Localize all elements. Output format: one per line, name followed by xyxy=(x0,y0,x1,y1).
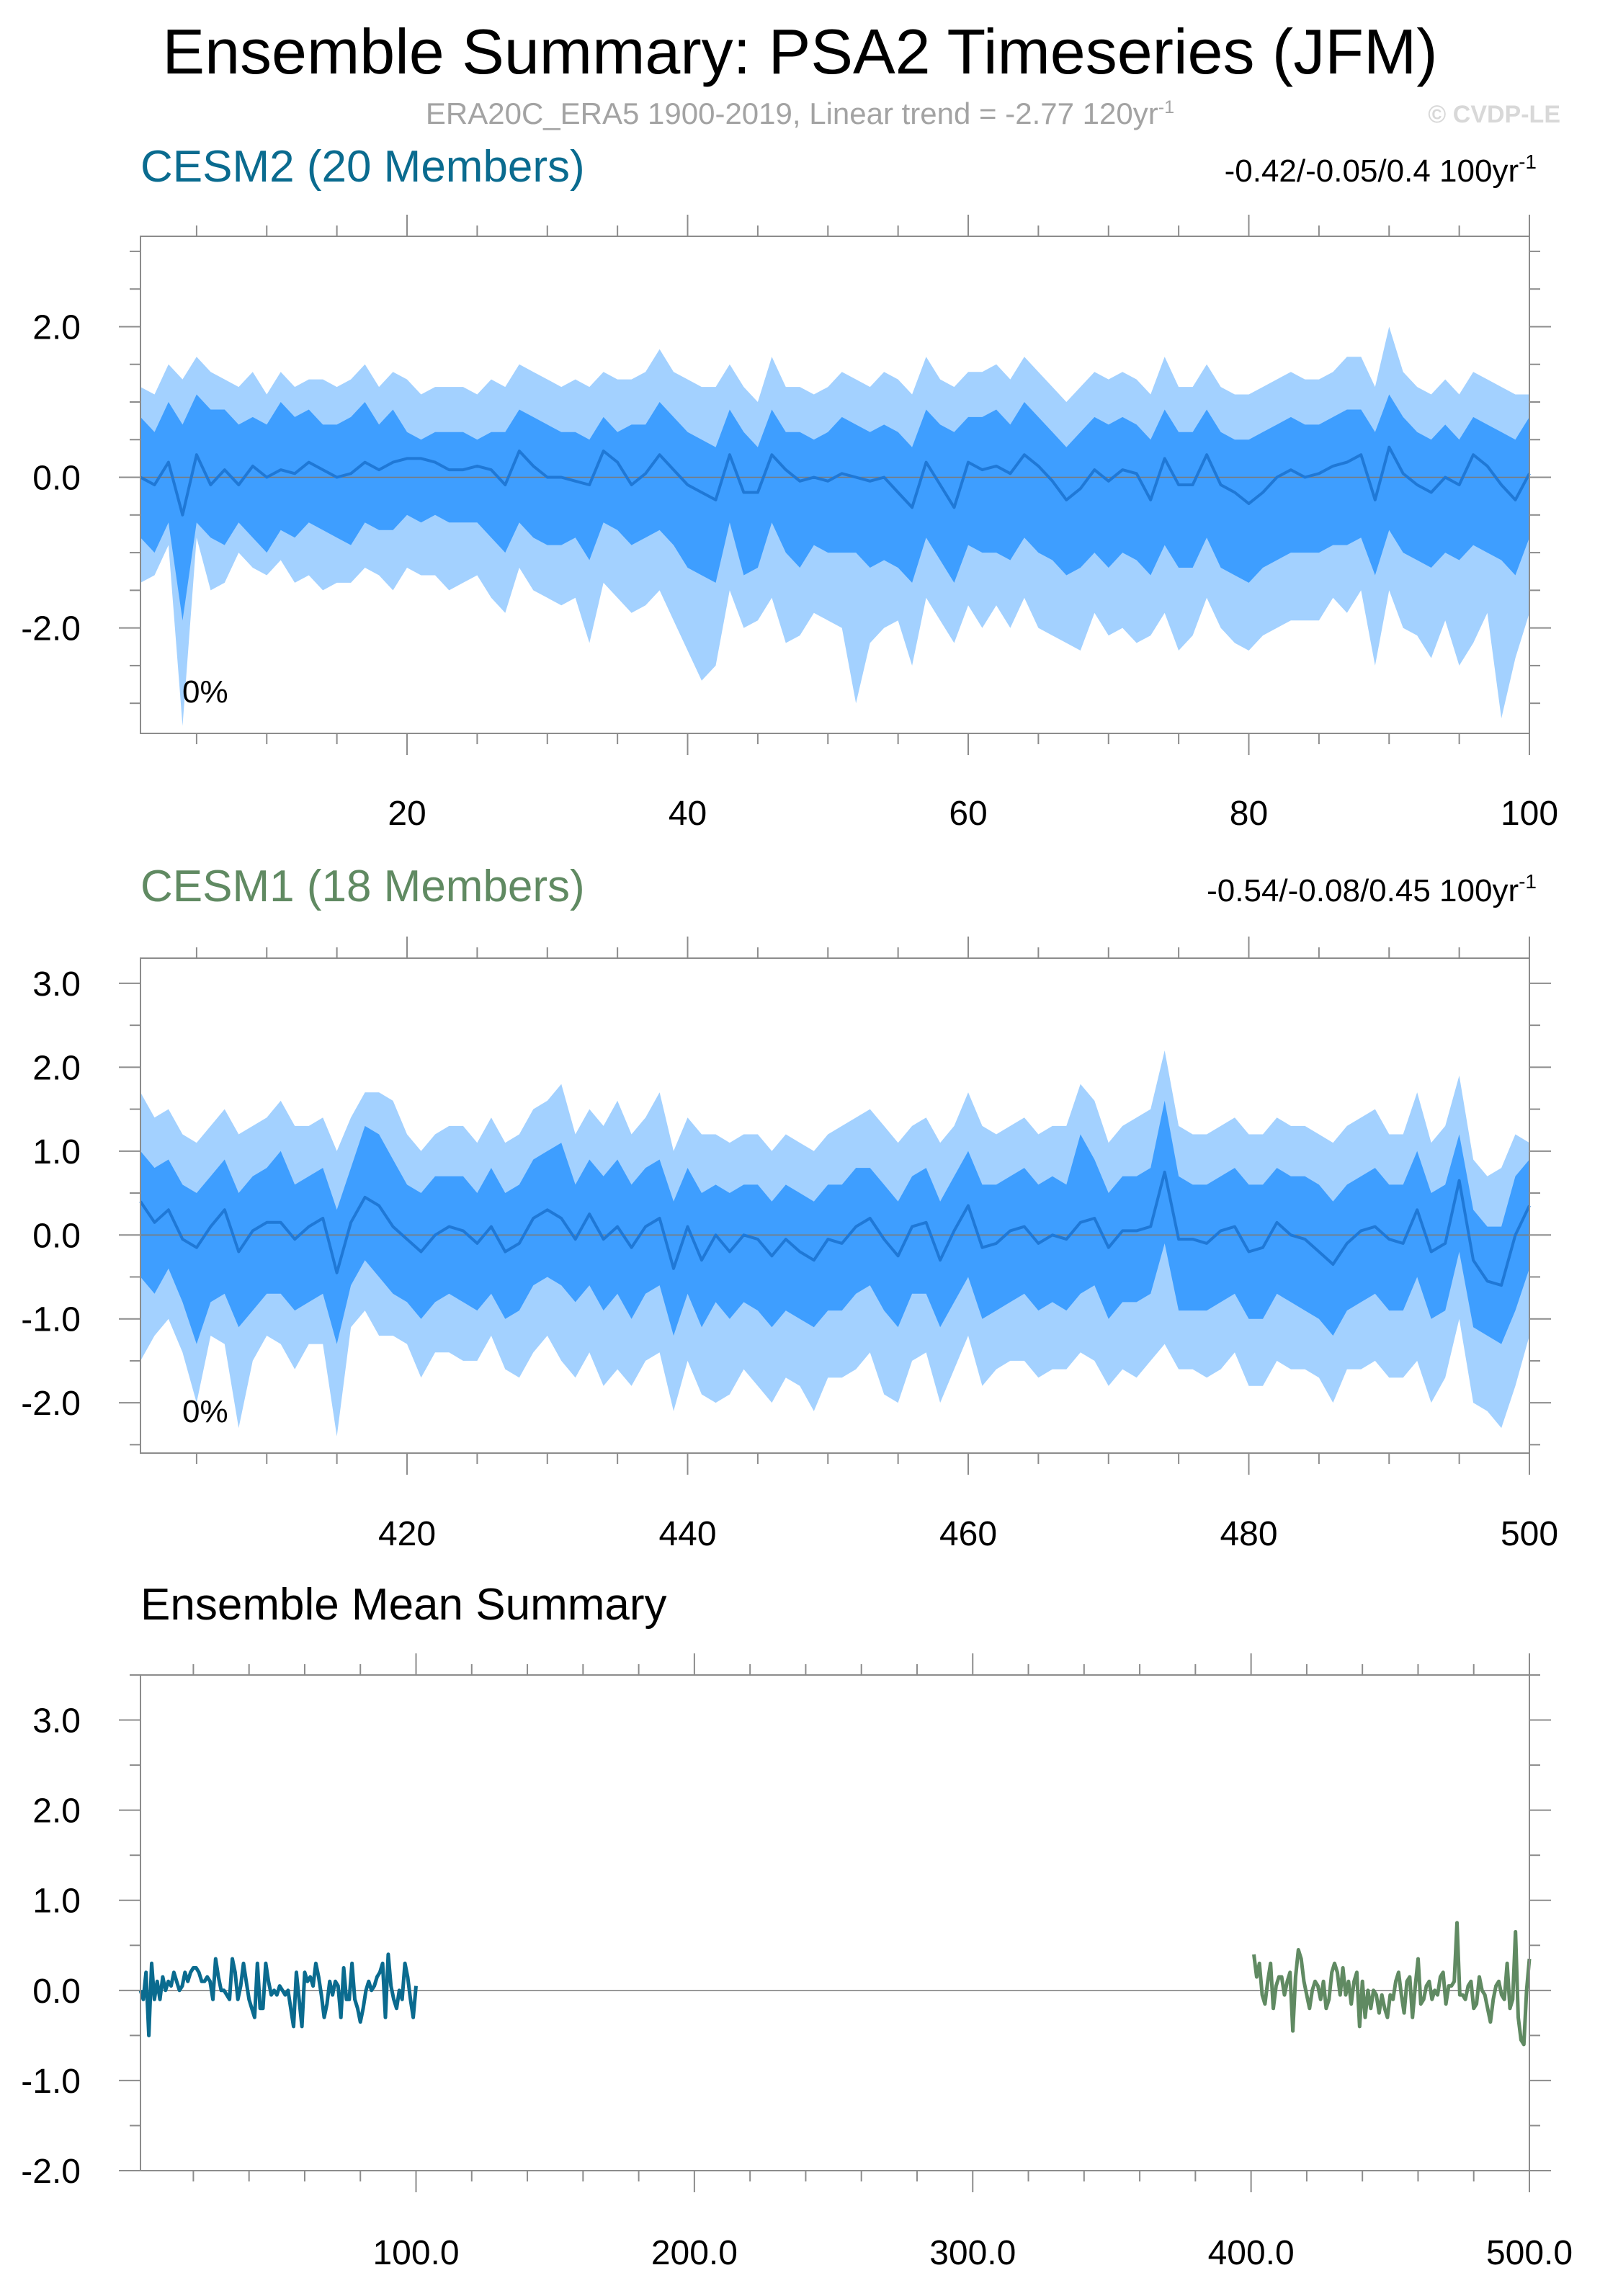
y-tick-label: 2.0 xyxy=(32,308,81,347)
subtitle-superscript: -1 xyxy=(1158,97,1175,117)
chart-panel-2: CESM1 (18 Members) -0.54/-0.08/0.45 100yr… xyxy=(21,862,1558,1553)
percent-label: 0% xyxy=(182,1394,228,1429)
y-tick-label: -2.0 xyxy=(21,1385,81,1423)
trend-text: -0.42/-0.05/0.4 100yr xyxy=(1225,153,1519,189)
series-line-1 xyxy=(138,1952,418,2037)
y-tick-label: 0.0 xyxy=(32,1217,81,1255)
x-tick-label: 20 xyxy=(388,795,426,833)
plot-frame xyxy=(140,1674,1530,2171)
ensemble-mean-line xyxy=(139,1170,1531,1287)
x-tick-label: 440 xyxy=(658,1515,716,1553)
trend-label: -0.54/-0.08/0.45 100yr-1 xyxy=(1207,870,1537,908)
chart-panel-1: CESM2 (20 Members) -0.42/-0.05/0.4 100yr-… xyxy=(21,142,1558,833)
inner-range-band xyxy=(140,394,1529,621)
x-tick-label: 500 xyxy=(1501,1515,1558,1553)
chart-panel-3: Ensemble Mean Summary 100.0 200.0 300.0 400.… xyxy=(21,1580,1573,2272)
watermark: © CVDP-LE xyxy=(1428,101,1560,128)
y-tick-label: 3.0 xyxy=(32,965,81,1004)
subtitle: ERA20C_ERA5 1900-2019, Linear trend = -2… xyxy=(0,97,1600,131)
y-tick-label: 3.0 xyxy=(32,1702,81,1741)
inner-range-band xyxy=(140,1100,1529,1344)
x-tick-label: 480 xyxy=(1220,1515,1277,1553)
x-tick-label: 100.0 xyxy=(372,2234,459,2272)
page-title: Ensemble Summary: PSA2 Timeseries (JFM) xyxy=(162,16,1438,87)
plot-frame xyxy=(140,957,1530,1454)
y-tick-label: 1.0 xyxy=(32,1133,81,1171)
y-tick-label: 2.0 xyxy=(32,1792,81,1831)
x-tick-label: 400.0 xyxy=(1208,2234,1295,2272)
y-tick-label: -2.0 xyxy=(21,2153,81,2191)
subtitle-text: ERA20C_ERA5 1900-2019, Linear trend = -2… xyxy=(425,97,1158,130)
panel-title: Ensemble Mean Summary xyxy=(140,1580,667,1630)
panel-title: CESM1 (18 Members) xyxy=(140,862,585,911)
x-tick-label: 460 xyxy=(939,1515,997,1553)
x-tick-label: 40 xyxy=(669,795,707,833)
trend-superscript: -1 xyxy=(1519,870,1537,893)
x-tick-label: 500.0 xyxy=(1486,2234,1573,2272)
panel-title: CESM2 (20 Members) xyxy=(140,142,585,192)
y-tick-label: 0.0 xyxy=(32,1973,81,2011)
series-line-2 xyxy=(1252,1921,1532,2047)
trend-label: -0.42/-0.05/0.4 100yr-1 xyxy=(1225,151,1537,189)
trend-text: -0.54/-0.08/0.45 100yr xyxy=(1207,873,1519,908)
ensemble-mean-line xyxy=(140,445,1531,517)
y-tick-label: 2.0 xyxy=(32,1049,81,1087)
y-tick-label: -1.0 xyxy=(21,2063,81,2101)
percent-label: 0% xyxy=(182,674,228,710)
x-tick-label: 80 xyxy=(1230,795,1268,833)
x-tick-label: 100 xyxy=(1501,795,1558,833)
x-tick-label: 200.0 xyxy=(651,2234,738,2272)
y-tick-label: 0.0 xyxy=(32,460,81,498)
y-tick-label: 1.0 xyxy=(32,1882,81,1921)
trend-superscript: -1 xyxy=(1519,151,1537,173)
x-tick-label: 60 xyxy=(949,795,987,833)
y-tick-label: -1.0 xyxy=(21,1301,81,1339)
x-tick-label: 420 xyxy=(378,1515,436,1553)
x-tick-label: 300.0 xyxy=(929,2234,1016,2272)
plot-frame xyxy=(140,236,1530,734)
y-tick-label: -2.0 xyxy=(21,610,81,648)
